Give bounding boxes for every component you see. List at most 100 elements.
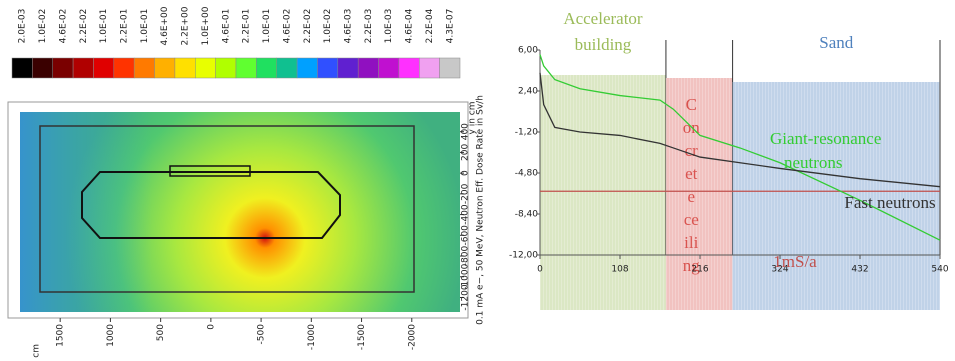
colorbar-swatch [256, 57, 277, 79]
x-tick-label: 1500 [56, 324, 66, 347]
colorbar-label: 4.6E-04 [405, 8, 415, 43]
colorbar-label: 4.6E+00 [160, 6, 170, 45]
x-tick-label: 540 [931, 265, 948, 275]
y-tick-label: 200 [461, 144, 471, 161]
legend-label-line: neutrons [784, 153, 843, 172]
region-label: e [687, 187, 695, 206]
colorbar-swatch [276, 57, 298, 79]
colorbar-label: 1.0E-01 [99, 9, 109, 44]
y-tick-label: -4,80 [515, 169, 539, 179]
region-label: Sand [819, 33, 854, 52]
colorbar-label: 4.6E-02 [282, 9, 292, 44]
colorbar-swatch [317, 57, 339, 79]
colorbar-label: 2.2E-02 [303, 9, 313, 44]
line-panel: Accelerator buildingConcreteceilingSand6,… [509, 9, 949, 310]
region-label: cr [685, 141, 699, 160]
colorbar-label: 2.2E+00 [181, 6, 191, 45]
colorbar-label: 4.6E-01 [221, 9, 231, 44]
colorbar-swatch [215, 57, 237, 79]
x-tick-label: -2000 [407, 324, 417, 350]
heatmap-panel: 2.0E-03 1.0E-02 4.6E-02 2.2E-02 1.0E-01 2.2E-… [7, 6, 486, 361]
x-tick-label: 1000 [106, 324, 116, 347]
x-tick-label: 0 [206, 324, 216, 330]
series-line [539, 72, 941, 188]
x-tick-label: 500 [156, 324, 166, 341]
region-label: C [686, 95, 697, 114]
colorbar-swatch [32, 57, 53, 79]
colorbar-label: 4.3E-07 [445, 9, 455, 44]
region-hatch [665, 78, 733, 310]
y-tick-label: 6,00 [518, 46, 538, 56]
colorbar-swatch [113, 57, 135, 79]
colorbar-label: 1.0E-02 [38, 9, 48, 44]
region-label-line: building [575, 35, 632, 54]
region-label: ce [684, 210, 699, 229]
colorbar-label: 1.0E-02 [323, 9, 333, 44]
colorbar-swatch [195, 57, 216, 79]
colorbar-label: 2.2E-04 [425, 8, 435, 43]
colorbar-label: 1.0E-01 [262, 9, 272, 44]
y-tick-label: -400 [461, 204, 471, 225]
colorbar-label: 4.6E-03 [344, 9, 354, 44]
y-tick-label: 400 [461, 123, 471, 140]
colorbar-swatch [337, 57, 359, 79]
colorbar-swatch [154, 57, 176, 79]
colorbar-label: 2.0E-03 [18, 9, 28, 44]
colorbar-swatch [11, 57, 33, 79]
colorbar-swatch [439, 57, 461, 79]
colorbar-swatch [93, 57, 115, 79]
colorbar-swatch [296, 57, 318, 79]
x-tick-label: 0 [537, 265, 543, 275]
colorbar-label: 2.2E-02 [79, 9, 89, 44]
accelerator-tunnel [81, 171, 341, 239]
x-tick-label: -500 [257, 324, 267, 345]
y-tick-label: 0 [461, 170, 471, 176]
y-tick-label: -800 [461, 246, 471, 267]
colorbar-label: 1.0E+00 [201, 6, 211, 45]
x-tick-label: 216 [691, 265, 708, 275]
region-label: ili [684, 233, 698, 252]
x-tick-label: -1000 [307, 324, 317, 350]
y-tick-label: -12,00 [509, 251, 538, 261]
heatmap-field-edge [20, 112, 460, 312]
colorbar-title: 0.1 mA e−, 50 MeV, Neutron Eff. Dose Rat… [476, 95, 486, 325]
colorbar-label: 1.0E-03 [384, 9, 394, 44]
colorbar-label: 2.2E-01 [242, 9, 252, 44]
region-hatch [540, 75, 666, 310]
colorbar-swatch [72, 57, 94, 79]
accelerator-hall [169, 165, 251, 177]
colorbar-swatch [398, 57, 420, 79]
y-tick-label: -8,40 [515, 210, 539, 220]
series-line [539, 54, 941, 241]
colorbar-swatch [378, 57, 400, 79]
region-label: Accelerator building [563, 9, 643, 54]
region-label: et [685, 164, 698, 183]
colorbar-swatch [133, 57, 155, 79]
x-axis-title: z in cm [32, 344, 42, 361]
y-tick-label: -1000 [461, 263, 471, 289]
legend-label: Fast neutrons [844, 193, 935, 212]
y-tick-label: 2,40 [518, 87, 538, 97]
legend-label: Giant-resonance neutrons [770, 129, 881, 172]
reference-label: 1mS/a [773, 252, 817, 271]
building-wall [39, 125, 415, 293]
x-tick-label: 108 [611, 265, 628, 275]
y-tick-label: -1,20 [515, 128, 539, 138]
region-label: ng [683, 256, 701, 275]
colorbar-label: 2.2E-03 [364, 9, 374, 44]
colorbar-label: 4.6E-02 [58, 9, 68, 44]
colorbar-swatch [174, 57, 196, 79]
colorbar-swatch [52, 57, 74, 79]
colorbar-swatch [235, 57, 257, 79]
y-tick-label: -1200 [461, 284, 471, 310]
legend-label-line: Giant-resonance [770, 129, 881, 148]
x-tick-label: 324 [771, 265, 788, 275]
colorbar-label: 2.2E-01 [120, 9, 130, 44]
region-hatch [732, 82, 940, 310]
colorbar-swatch [419, 57, 440, 79]
x-tick-label: 432 [851, 265, 868, 275]
y-axis-title: y in cm [468, 102, 478, 135]
y-tick-label: -600 [461, 225, 471, 246]
colorbar-swatch [357, 57, 379, 79]
